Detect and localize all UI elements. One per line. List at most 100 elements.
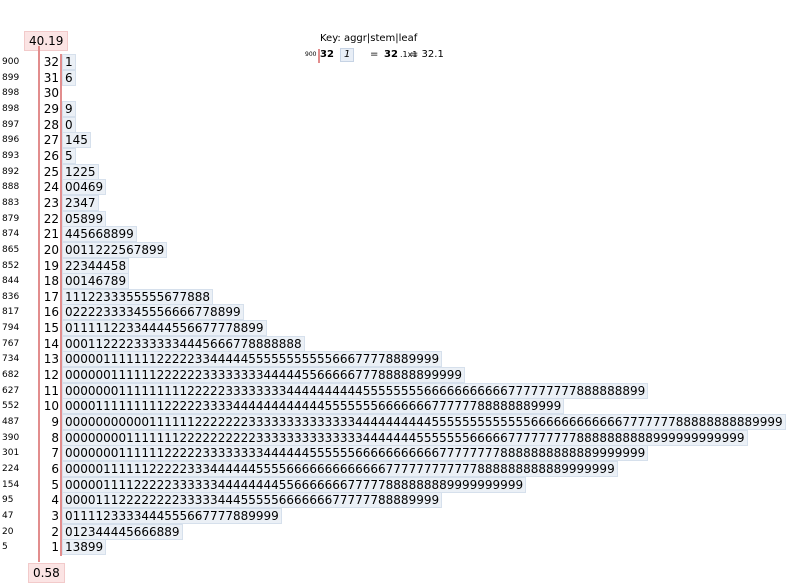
aggr-count: 898 (2, 104, 20, 114)
key-stem-divider (318, 49, 320, 63)
aggr-count: 897 (2, 119, 20, 130)
leaf-values: 0000011111122222333444444555566666666666… (62, 460, 618, 477)
aggr-count: 896 (2, 135, 20, 146)
leaf-values: 0000111111111222223333444444444444555555… (62, 398, 565, 415)
key-fraction: .1x1 (400, 50, 418, 59)
stem-value: 2 (51, 524, 59, 539)
stem-value: 13 (43, 352, 59, 367)
stem-value: 9 (51, 414, 59, 429)
stem-value: 16 (43, 305, 59, 320)
stem-value: 11 (43, 383, 59, 398)
aggr-count: 224 (2, 463, 20, 474)
stem-value: 29 (43, 102, 59, 116)
aggr-count: 883 (2, 197, 20, 208)
aggr-count: 892 (2, 166, 20, 177)
max-value-label: 40.19 (24, 31, 69, 51)
leaf-values: 0000000011111112222222222333333333333334… (62, 429, 748, 446)
aggr-count: 900 (2, 57, 20, 67)
leaf-values: 445668899 (62, 226, 137, 243)
aggr-count: 817 (2, 307, 20, 318)
leaf-values: 13899 (62, 539, 107, 556)
aggr-count: 874 (2, 229, 20, 240)
leaf-values: 0000011111112222233444445555555555566677… (62, 351, 443, 368)
key-stem: 32 (320, 49, 334, 60)
leaf-values: 1225 (62, 163, 99, 180)
aggr-count: 836 (2, 291, 20, 302)
stem-value: 20 (43, 242, 59, 257)
leaf-values: 0000000111111222223333333344444455555566… (62, 445, 649, 462)
aggr-count: 5 (2, 542, 8, 553)
aggr-count: 301 (2, 448, 20, 459)
leaf-values: 2347 (62, 194, 99, 211)
leaf-values: 5 (62, 147, 76, 164)
leaf-values: 0000001111112222223333333344444556666677… (62, 367, 466, 383)
leaf-values: 0000111222222223333344455555666666677777… (62, 492, 443, 509)
leaf-values: 1112233355555677888 (62, 288, 214, 305)
stem-value: 1 (51, 540, 59, 555)
stem-value: 7 (51, 446, 59, 461)
aggr-count: 844 (2, 276, 20, 287)
leaf-values: 0000000111111111222223333333344444444445… (62, 382, 649, 399)
stem-value: 27 (43, 133, 59, 148)
aggr-count: 899 (2, 72, 20, 83)
key-equals: = (370, 49, 379, 60)
aggr-count: 865 (2, 244, 20, 255)
leaf-values: 012344445666889 (62, 523, 183, 540)
leaf-values: 01111122334444556677778899 (62, 320, 267, 337)
leaf-values: 0011222567899 (62, 241, 168, 258)
stem-value: 10 (43, 399, 59, 414)
leaf-values: 0001122223333334445666778888888 (62, 335, 305, 352)
aggr-count: 879 (2, 213, 20, 224)
aggr-count: 390 (2, 432, 20, 443)
key-aggr: 900 (305, 51, 317, 58)
stem-value: 31 (43, 70, 59, 85)
leaf-values: 145 (62, 132, 91, 149)
stem-value: 15 (43, 321, 59, 336)
stem-value: 30 (43, 86, 59, 101)
aggr-count: 852 (2, 260, 20, 271)
aggr-count: 767 (2, 338, 20, 349)
leaf-values: 6 (62, 69, 76, 86)
aggr-count: 734 (2, 354, 20, 365)
stem-value: 14 (43, 336, 59, 351)
min-value-label: 0.58 (28, 563, 65, 583)
key-result: = 32.1 (410, 49, 444, 60)
stem-value: 17 (43, 289, 59, 304)
stem-value: 19 (43, 258, 59, 273)
stem-value: 22 (43, 211, 59, 226)
aggr-count: 627 (2, 385, 20, 396)
key-title: Key: aggr|stem|leaf (320, 33, 418, 44)
aggr-count: 888 (2, 182, 20, 193)
leaf-values: 00469 (62, 179, 107, 196)
aggr-count: 682 (2, 370, 20, 380)
aggr-count: 794 (2, 323, 20, 334)
aggr-count: 893 (2, 150, 20, 161)
aggr-divider-line (38, 46, 40, 562)
leaf-values: 22344458 (62, 257, 130, 274)
key-leaf: 1 (340, 48, 355, 62)
stem-value: 18 (43, 274, 59, 289)
leaf-values: 05899 (62, 210, 107, 227)
aggr-count: 898 (2, 88, 20, 99)
aggr-count: 552 (2, 401, 20, 412)
stem-value: 26 (43, 148, 59, 163)
leaf-values: 1 (62, 54, 76, 70)
stem-value: 3 (51, 508, 59, 523)
stem-value: 6 (51, 461, 59, 476)
stem-divider-line (60, 54, 62, 556)
aggr-count: 154 (2, 479, 20, 490)
stem-value: 32 (43, 55, 59, 69)
stem-value: 28 (43, 117, 59, 132)
aggr-count: 95 (2, 495, 14, 506)
leaf-values: 00146789 (62, 273, 130, 290)
stem-value: 4 (51, 493, 59, 508)
leaf-values: 02222333345556666778899 (62, 304, 244, 321)
stem-value: 12 (43, 368, 59, 382)
aggr-count: 20 (2, 526, 14, 537)
leaf-values: 0000000000011111122222223333333333333344… (62, 413, 786, 430)
leaf-values: 0 (62, 116, 76, 133)
stem-value: 23 (43, 195, 59, 210)
stem-value: 8 (51, 430, 59, 445)
stem-value: 5 (51, 477, 59, 492)
leaf-values: 0000011112222233333344444444556666666777… (62, 476, 527, 493)
